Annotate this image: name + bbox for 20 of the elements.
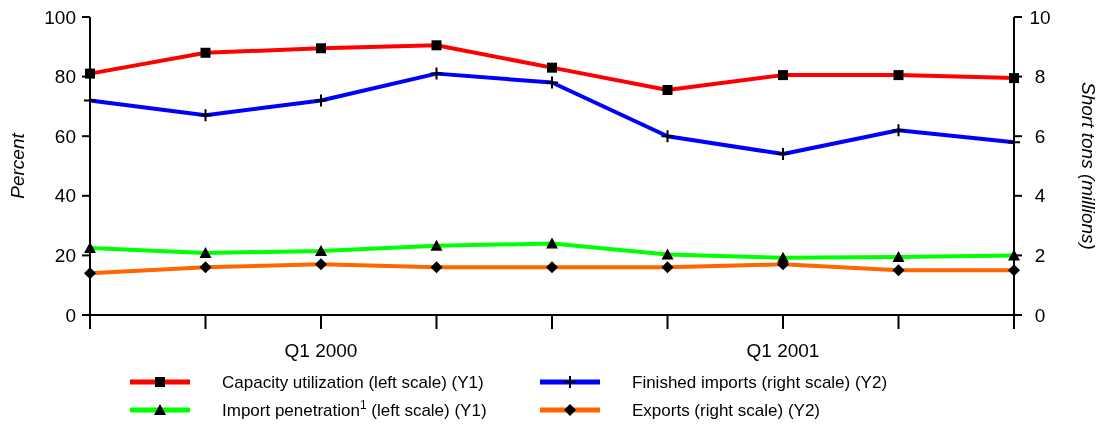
y-tick-label: 0 [65,304,76,326]
y-tick-label: 80 [54,66,76,88]
y-tick-label: 40 [54,185,76,207]
legend-label: Exports (right scale) (Y2) [632,400,820,420]
y2-axis-title: Short tons (millions) [1078,82,1099,250]
legend-label: Import penetration$^{1}$ (left scale) (Y1) [222,397,487,420]
y-tick-label: 60 [54,125,76,147]
legend-label: Capacity utilization (left scale) (Y1) [222,372,484,392]
y2-tick-label: 0 [1034,304,1046,326]
y-axis-title: Percent [7,132,28,199]
y-tick-label: 100 [44,6,76,28]
y2-tick-label: 10 [1029,6,1051,28]
y2-tick-label: 4 [1034,185,1046,207]
y2-tick-label: 2 [1034,245,1046,267]
x-tick-label: Q1 2000 [284,340,358,361]
legend-label: Finished imports (right scale) (Y2) [632,372,888,392]
y2-tick-label: 6 [1034,125,1046,147]
y-tick-label: 20 [54,245,76,267]
y2-tick-label: 8 [1034,66,1046,88]
x-tick-label: Q1 2001 [746,340,820,361]
